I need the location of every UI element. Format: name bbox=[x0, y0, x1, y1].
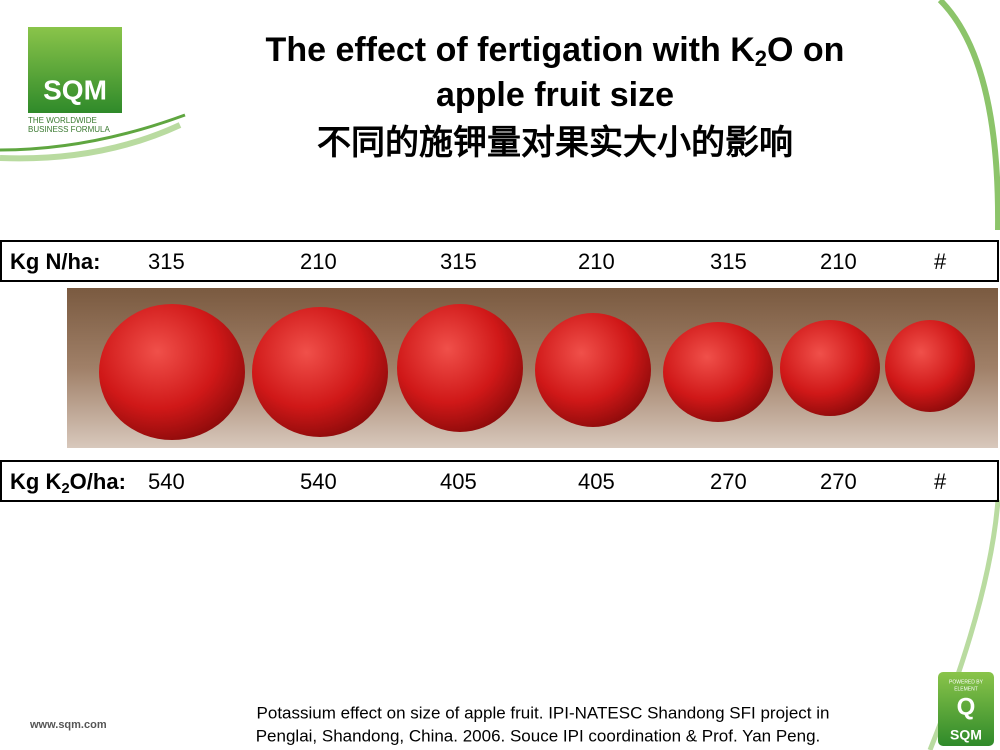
table-cell: 210 bbox=[300, 249, 337, 274]
website: www.sqm.com bbox=[29, 719, 107, 731]
swoosh bbox=[937, 0, 1000, 231]
caption: Penglai, Shandong, China. 2006. Souce IP… bbox=[256, 726, 821, 745]
title-text: The effect of fertigation with K bbox=[266, 31, 756, 69]
logo-text: SQM bbox=[43, 74, 107, 105]
logo-tagline: BUSINESS FORMULA bbox=[28, 125, 110, 134]
badge-text: Q bbox=[957, 693, 976, 720]
table-cell: 270 bbox=[820, 469, 857, 494]
table-cell: 405 bbox=[440, 469, 477, 494]
table-cell: 210 bbox=[820, 249, 857, 274]
table-cell: 270 bbox=[710, 469, 747, 494]
title-line: The effect of fertigation with K2O on bbox=[266, 31, 845, 71]
table-cell: # bbox=[934, 249, 947, 274]
badge-text: ELEMENT bbox=[954, 686, 978, 692]
table-row bbox=[0, 460, 999, 502]
table-cell: 315 bbox=[710, 249, 747, 274]
label-text: Kg K bbox=[10, 469, 61, 494]
table-cell: # bbox=[934, 469, 947, 494]
table-row bbox=[0, 240, 999, 282]
title-line: apple fruit size bbox=[436, 76, 674, 114]
logo-box bbox=[28, 27, 122, 113]
table-cell: 405 bbox=[578, 469, 615, 494]
caption: Potassium effect on size of apple fruit.… bbox=[257, 703, 830, 722]
badge-text: POWERED BY bbox=[949, 679, 984, 685]
title-subscript: 2 bbox=[755, 46, 767, 71]
table-cell: 210 bbox=[578, 249, 615, 274]
swoosh bbox=[0, 122, 182, 162]
table-cell: 540 bbox=[148, 469, 185, 494]
badge: POWERED BY ELEMENT Q SQM bbox=[938, 672, 994, 746]
table-cell: 540 bbox=[300, 469, 337, 494]
label-text: Kg N/ha: bbox=[10, 249, 100, 274]
title-text: O on bbox=[767, 31, 844, 69]
logo-tagline: THE WORLDWIDE bbox=[28, 116, 97, 125]
table-cell: 315 bbox=[440, 249, 477, 274]
row-label: Kg N/ha: bbox=[10, 249, 100, 274]
label-text: O/ha: bbox=[70, 469, 126, 494]
title-line: 不同的施钾量对果实大小的影响 bbox=[317, 124, 793, 162]
row-label: Kg K2O/ha: bbox=[10, 469, 126, 497]
badge-text: SQM bbox=[950, 727, 982, 743]
swoosh bbox=[0, 113, 186, 152]
label-subscript: 2 bbox=[61, 480, 69, 497]
table-cell: 315 bbox=[148, 249, 185, 274]
apple-photo bbox=[67, 288, 998, 448]
